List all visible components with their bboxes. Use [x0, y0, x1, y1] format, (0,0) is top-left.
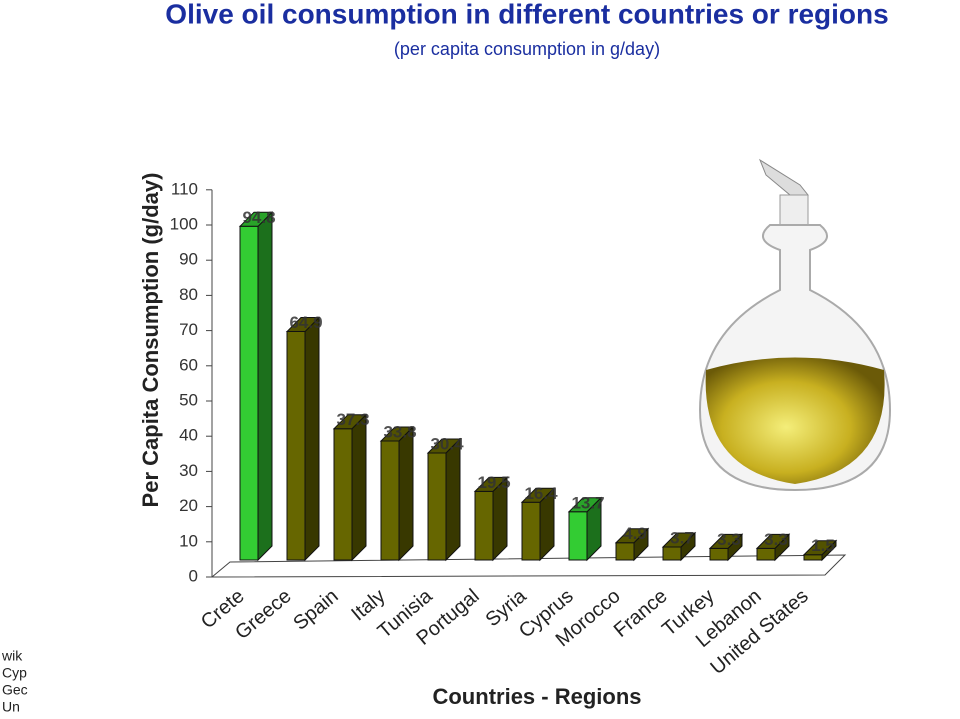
- floor: [210, 554, 847, 578]
- y-tick-label: 20: [179, 496, 198, 515]
- y-tick-label: 60: [179, 355, 198, 374]
- bar: [238, 211, 274, 562]
- bar-face: [286, 331, 306, 561]
- y-tick-label: 110: [171, 179, 198, 198]
- x-tick-label: France: [610, 585, 672, 642]
- chart-title: Olive oil consumption in different count…: [165, 0, 888, 29]
- bar-face: [567, 497, 603, 513]
- footnote: Cyp: [2, 665, 27, 681]
- bar: [755, 533, 791, 562]
- bar-face: [661, 532, 697, 548]
- bar: [614, 527, 650, 562]
- bar-face: [257, 211, 273, 562]
- y-tick-label: 0: [189, 566, 198, 585]
- y-tick-label: 40: [179, 426, 198, 445]
- x-axis-label: Countries - Regions: [432, 684, 641, 709]
- value-label: 64.9: [289, 313, 322, 332]
- y-tick-label: 100: [170, 214, 198, 233]
- bar-face: [473, 476, 509, 492]
- y-tick-label: 90: [179, 250, 198, 269]
- bar: [661, 531, 697, 562]
- bar-face: [756, 547, 776, 561]
- value-label: 37.3: [336, 410, 369, 429]
- bar-face: [802, 540, 838, 556]
- value-label: 4.9: [623, 524, 647, 543]
- footnote: wik: [1, 648, 23, 664]
- bar-face: [304, 316, 320, 562]
- bar-face: [426, 438, 462, 454]
- footnote: Gec: [2, 682, 28, 698]
- bar-face: [708, 533, 744, 549]
- bar: [332, 413, 368, 562]
- bar: [426, 437, 462, 562]
- bar-face: [332, 414, 368, 430]
- bar-face: [521, 501, 541, 561]
- value-label: 3.3: [764, 530, 788, 549]
- bar-face: [615, 542, 635, 561]
- bar-face: [380, 440, 400, 561]
- bar-face: [709, 547, 729, 561]
- bar: [567, 496, 603, 562]
- bar-face: [614, 528, 650, 544]
- value-label: 1.5: [811, 536, 835, 555]
- chart-subtitle: (per capita consumption in g/day): [394, 39, 660, 59]
- bar-face: [474, 490, 494, 561]
- bar-face: [239, 225, 259, 561]
- bar-face: [238, 211, 274, 227]
- bar: [802, 539, 838, 562]
- bar-face: [379, 426, 415, 442]
- value-label: 3.3: [717, 530, 741, 549]
- bar: [708, 533, 744, 562]
- y-tick-label: 10: [179, 531, 198, 550]
- value-label: 13.7: [571, 493, 604, 512]
- bar: [520, 487, 556, 562]
- bottle-illustration: [698, 158, 892, 492]
- bar: [379, 425, 415, 562]
- bar-face: [520, 487, 556, 503]
- bar-face: [427, 452, 447, 561]
- bar-face: [333, 428, 353, 561]
- y-tick-label: 80: [179, 285, 198, 304]
- bar-face: [568, 511, 588, 561]
- value-label: 3.7: [670, 528, 694, 547]
- bar-face: [445, 437, 461, 562]
- bar-face: [662, 546, 682, 561]
- bar-face: [803, 554, 823, 561]
- y-tick-label: 30: [179, 461, 198, 480]
- value-label: 30.4: [430, 434, 464, 453]
- bar: [285, 316, 321, 562]
- bar: [473, 476, 509, 562]
- value-label: 33.8: [383, 423, 416, 442]
- bar-face: [285, 317, 321, 333]
- x-tick-label: Spain: [289, 585, 342, 635]
- footnote: Un: [2, 699, 20, 714]
- bar-face: [351, 413, 367, 562]
- bar-face: [755, 533, 791, 549]
- y-tick-label: 50: [179, 390, 198, 409]
- value-label: 16.4: [524, 484, 558, 503]
- value-label: 19.5: [477, 473, 510, 492]
- value-label: 94.8: [242, 208, 275, 227]
- bar-face: [398, 425, 414, 562]
- y-axis-label: Per Capita Consumption (g/day): [138, 173, 163, 508]
- y-tick-label: 70: [179, 320, 198, 339]
